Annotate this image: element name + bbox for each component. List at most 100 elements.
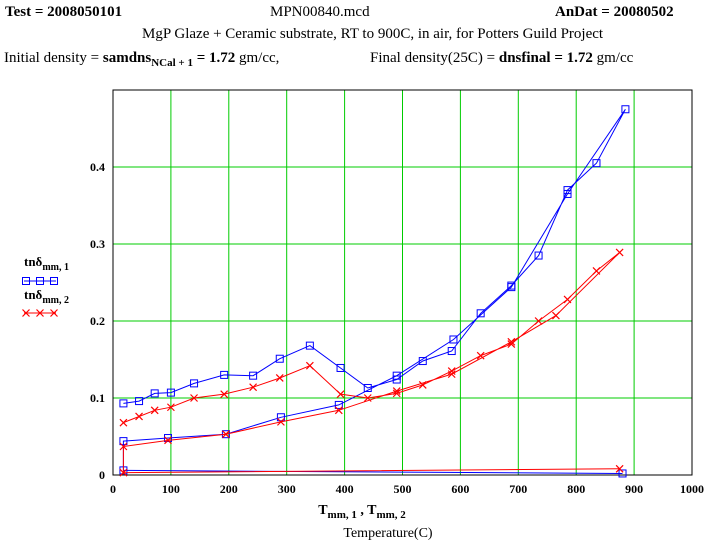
x-tick-label: 200	[220, 482, 238, 496]
series-2-point	[552, 311, 560, 320]
series-2-point	[507, 337, 516, 346]
series-2-point	[392, 389, 401, 398]
series-1-point	[507, 283, 516, 292]
series-1-point	[249, 371, 258, 380]
final-density: Final density(25C) = dnsfinal = 1.72 gm/…	[370, 50, 634, 66]
legend-marker	[36, 277, 44, 285]
series-1-point	[336, 363, 345, 372]
series-2-point	[249, 383, 258, 392]
series-2-point	[119, 418, 128, 427]
series-1-point	[220, 370, 229, 379]
series-2-point	[221, 430, 230, 439]
series-1-point	[135, 397, 144, 406]
x-axis-caption: Temperature(C)	[343, 526, 433, 541]
series-layer	[119, 105, 630, 478]
legend-marker	[36, 309, 44, 317]
series-1-point	[592, 159, 601, 168]
y-tick-label: 0.3	[90, 237, 105, 251]
series-1-point	[305, 341, 314, 350]
x-tick-label: 1000	[680, 482, 704, 496]
legend-label-series-2: tnδmm, 2	[24, 287, 69, 306]
series-2-point	[363, 394, 372, 402]
legend-label-series-1: tnδmm, 1	[24, 254, 69, 273]
y-tick-label: 0.2	[90, 314, 105, 328]
legend-marker	[50, 309, 58, 317]
series-2-point	[447, 370, 456, 379]
series-2-point	[392, 387, 401, 395]
series-1-point	[447, 347, 456, 356]
x-tick-label: 0	[110, 482, 116, 496]
series-2-point	[592, 267, 601, 275]
series-1-point	[119, 437, 128, 446]
series-2-point	[166, 403, 175, 412]
x-tick-label: 800	[567, 482, 585, 496]
series-1-point	[166, 388, 175, 397]
series-1-point	[534, 251, 543, 260]
series-2-point	[507, 340, 516, 349]
series-1-point	[190, 379, 199, 388]
series-1-point	[418, 357, 427, 366]
series-2-point	[119, 442, 128, 451]
series-1-point	[476, 309, 485, 318]
legend-swatch-series-2	[22, 309, 58, 317]
series-1-point	[275, 354, 284, 363]
series-1-point	[334, 400, 343, 409]
series-1-point	[618, 469, 627, 478]
x-tick-label: 900	[625, 482, 643, 496]
x-tick-label: 100	[162, 482, 180, 496]
analysis-date: AnDat = 20080502	[555, 4, 674, 20]
series-2-point	[534, 317, 543, 325]
series-2-point	[150, 406, 159, 415]
series-2-point	[190, 394, 198, 402]
series-2-point	[276, 417, 285, 426]
series-1-point	[449, 335, 458, 344]
series-2-point	[305, 361, 314, 370]
series-2-line	[122, 252, 620, 474]
legend-marker	[22, 277, 30, 285]
x-axis-ticks: 0 100 200 300 400 500 600 700 800 900 1000	[110, 482, 704, 496]
plot-frame	[112, 89, 693, 476]
series-2-point	[418, 380, 427, 389]
series-2-point	[447, 367, 456, 375]
y-tick-label: 0.1	[90, 391, 105, 405]
series-1-point	[119, 399, 128, 408]
series-1-line	[122, 109, 626, 474]
series-1-point	[276, 413, 285, 422]
series-2-point	[119, 468, 128, 477]
x-axis-label: Tmm, 1 , Tmm, 2	[318, 503, 406, 521]
y-axis-ticks: 0 0.1 0.2 0.3 0.4	[90, 160, 105, 482]
series-2	[119, 248, 624, 477]
y-tick-label: 0	[99, 468, 105, 482]
series-2-point	[220, 390, 229, 399]
series-1-point	[392, 371, 401, 380]
y-tick-label: 0.4	[90, 160, 105, 174]
initial-density: Initial density = samdnsNCal + 1 = 1.72 …	[4, 50, 280, 69]
series-1-point	[150, 389, 159, 398]
x-tick-label: 300	[278, 482, 296, 496]
series-2-point	[615, 248, 624, 257]
series-2-point	[615, 464, 624, 473]
series-2-point	[563, 295, 572, 304]
series-2-point	[275, 374, 284, 382]
series-1	[119, 105, 630, 478]
legend-marker	[50, 277, 58, 285]
series-2-point	[336, 390, 345, 399]
legend-marker	[22, 309, 30, 317]
series-2-point	[135, 412, 143, 421]
series-1-point	[164, 434, 173, 443]
file-name: MPN00840.mcd	[270, 4, 370, 20]
series-1-point	[563, 189, 572, 198]
test-id: Test = 2008050101	[5, 4, 123, 20]
series-1-point	[621, 105, 630, 114]
series-2-point	[476, 351, 485, 360]
x-tick-label: 400	[336, 482, 354, 496]
series-2-point	[334, 406, 343, 415]
x-tick-label: 700	[509, 482, 527, 496]
series-2-point	[164, 436, 172, 445]
series-1-point	[363, 383, 372, 392]
legend-swatch-series-1	[22, 277, 58, 285]
x-tick-label: 600	[451, 482, 469, 496]
x-tick-label: 500	[394, 482, 412, 496]
legend: tnδmm, 1 tnδmm, 2	[22, 254, 69, 317]
